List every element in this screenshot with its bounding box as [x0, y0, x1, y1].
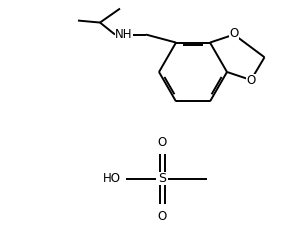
Text: O: O [246, 75, 255, 87]
Text: O: O [157, 209, 167, 223]
Text: O: O [229, 27, 239, 40]
Text: NH: NH [115, 28, 133, 41]
Text: HO: HO [103, 172, 121, 185]
Text: S: S [158, 172, 166, 185]
Text: O: O [157, 136, 167, 148]
